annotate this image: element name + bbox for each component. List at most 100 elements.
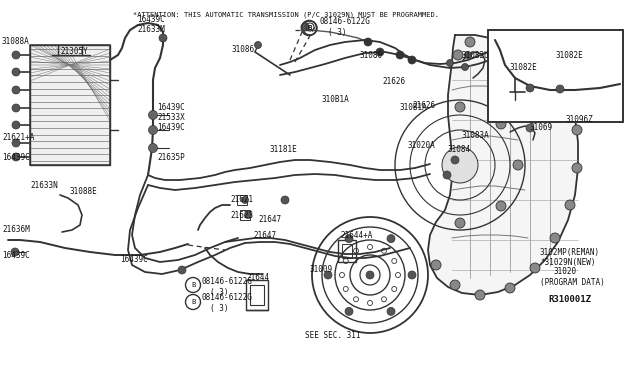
Circle shape (540, 60, 550, 70)
Circle shape (513, 160, 523, 170)
Text: 08146-6122G: 08146-6122G (202, 278, 253, 286)
Circle shape (465, 37, 475, 47)
Text: B: B (308, 25, 312, 31)
Text: B: B (191, 282, 195, 288)
Text: 21623: 21623 (230, 211, 253, 219)
Circle shape (453, 50, 463, 60)
Text: 08146-6122G: 08146-6122G (320, 17, 371, 26)
Circle shape (530, 263, 540, 273)
Text: *31029N(NEW): *31029N(NEW) (540, 257, 595, 266)
Text: 31088E: 31088E (70, 187, 98, 196)
Text: 21621+A: 21621+A (2, 134, 35, 142)
Circle shape (281, 196, 289, 204)
Circle shape (572, 125, 582, 135)
Text: 21633M: 21633M (137, 26, 164, 35)
Circle shape (475, 290, 485, 300)
Polygon shape (428, 35, 578, 295)
Text: ( 3): ( 3) (210, 288, 228, 296)
Circle shape (148, 144, 157, 153)
Bar (338, 240, 356, 262)
Bar (250, 285, 264, 305)
Text: 21621: 21621 (230, 196, 253, 205)
Text: 16439C: 16439C (157, 103, 185, 112)
Circle shape (345, 235, 353, 243)
Circle shape (396, 51, 404, 59)
Circle shape (12, 121, 20, 129)
Circle shape (387, 307, 395, 315)
Circle shape (12, 104, 20, 112)
Text: 08146-6122G: 08146-6122G (202, 294, 253, 302)
Circle shape (12, 68, 20, 76)
Text: 31082E: 31082E (510, 64, 538, 73)
Circle shape (159, 34, 167, 42)
Circle shape (12, 153, 20, 161)
Circle shape (451, 156, 459, 164)
Text: ( 3): ( 3) (210, 304, 228, 312)
Text: B: B (307, 25, 311, 31)
Text: 21533X: 21533X (157, 113, 185, 122)
Circle shape (12, 51, 20, 59)
Bar (240, 210, 250, 220)
Circle shape (376, 48, 384, 56)
Text: 16439C: 16439C (2, 250, 29, 260)
Text: R310001Z: R310001Z (548, 295, 591, 305)
Text: 310B1A: 310B1A (400, 103, 428, 112)
Circle shape (244, 212, 252, 218)
Circle shape (565, 200, 575, 210)
Text: 31009: 31009 (310, 266, 333, 275)
Text: 21644+A: 21644+A (340, 231, 372, 240)
Circle shape (241, 196, 248, 203)
Text: 31181E: 31181E (270, 145, 298, 154)
Text: 31069: 31069 (530, 124, 553, 132)
Text: 21626: 21626 (382, 77, 405, 87)
Text: 16439C: 16439C (2, 154, 29, 163)
Text: 21626: 21626 (412, 100, 435, 109)
Circle shape (563, 90, 573, 100)
Circle shape (301, 23, 309, 31)
Circle shape (496, 201, 506, 211)
Text: 31080: 31080 (360, 51, 383, 60)
Text: 31096Z: 31096Z (565, 115, 593, 125)
Text: 31086: 31086 (232, 45, 255, 55)
Text: 31083A: 31083A (462, 131, 490, 140)
Text: 21644: 21644 (246, 273, 269, 282)
Text: 21635P: 21635P (157, 154, 185, 163)
Text: 21636M: 21636M (2, 225, 29, 234)
Circle shape (12, 139, 20, 147)
Circle shape (461, 64, 468, 71)
Circle shape (366, 271, 374, 279)
Circle shape (450, 280, 460, 290)
Circle shape (178, 266, 186, 274)
Circle shape (324, 271, 332, 279)
Text: 31020A: 31020A (408, 141, 436, 150)
Circle shape (556, 85, 564, 93)
Circle shape (572, 163, 582, 173)
Bar (30, 45, 110, 165)
Text: 21633N: 21633N (30, 180, 58, 189)
Bar (237, 195, 247, 205)
Circle shape (505, 283, 515, 293)
Text: (PROGRAM DATA): (PROGRAM DATA) (540, 278, 605, 286)
Text: 31084: 31084 (448, 145, 471, 154)
Text: 31088A: 31088A (2, 38, 29, 46)
Bar (342, 244, 352, 258)
Circle shape (345, 307, 353, 315)
Circle shape (490, 32, 500, 42)
Circle shape (148, 110, 157, 119)
Circle shape (11, 248, 19, 256)
Circle shape (526, 124, 534, 132)
Text: 31020: 31020 (553, 267, 576, 276)
Text: 31082U: 31082U (462, 51, 490, 60)
Bar (488, 30, 623, 122)
Bar (246, 280, 268, 310)
Circle shape (255, 42, 262, 48)
Text: *ATTENTION: THIS AUTOMATIC TRANSMISSION (P/C 31029N) MUST BE PROGRAMMED.: *ATTENTION: THIS AUTOMATIC TRANSMISSION … (133, 12, 439, 19)
Text: 21647: 21647 (253, 231, 276, 240)
Circle shape (526, 84, 534, 92)
Circle shape (550, 233, 560, 243)
Circle shape (447, 60, 454, 67)
Circle shape (465, 51, 472, 58)
Circle shape (364, 38, 372, 46)
Text: 16439C: 16439C (120, 256, 148, 264)
Circle shape (408, 271, 416, 279)
